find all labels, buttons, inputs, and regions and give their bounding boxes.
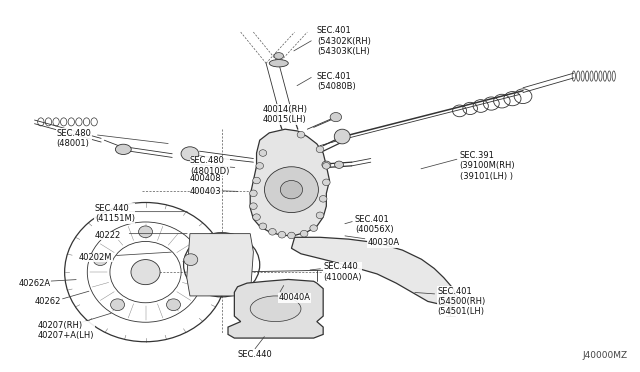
Ellipse shape <box>330 112 342 122</box>
Ellipse shape <box>111 299 125 311</box>
Ellipse shape <box>184 254 198 266</box>
Ellipse shape <box>115 144 131 154</box>
Ellipse shape <box>442 293 458 306</box>
Text: SEC.401
(54302K(RH)
(54303K(LH): SEC.401 (54302K(RH) (54303K(LH) <box>317 26 371 56</box>
Text: SEC.480
(48001): SEC.480 (48001) <box>57 129 92 148</box>
Text: 400408: 400408 <box>190 174 221 183</box>
Ellipse shape <box>297 131 305 138</box>
Text: SEC.440
(41000A): SEC.440 (41000A) <box>323 262 362 282</box>
Text: SEC.401
(40056X): SEC.401 (40056X) <box>355 215 394 234</box>
Text: 40262A: 40262A <box>19 279 51 288</box>
Ellipse shape <box>250 296 301 321</box>
Ellipse shape <box>166 299 180 311</box>
Text: 400403: 400403 <box>190 187 221 196</box>
Ellipse shape <box>319 196 327 202</box>
Ellipse shape <box>335 161 344 169</box>
Ellipse shape <box>323 163 330 169</box>
Text: SEC.401
(54500(RH)
(54501(LH): SEC.401 (54500(RH) (54501(LH) <box>437 286 486 316</box>
Ellipse shape <box>316 146 324 153</box>
Ellipse shape <box>322 161 331 169</box>
Text: 40222: 40222 <box>95 231 121 240</box>
Polygon shape <box>228 279 323 338</box>
Text: SEC.440: SEC.440 <box>237 350 272 359</box>
Text: J40000MZ: J40000MZ <box>582 351 628 360</box>
Ellipse shape <box>138 226 152 238</box>
Ellipse shape <box>323 179 330 186</box>
Text: SEC.401
(54080B): SEC.401 (54080B) <box>317 72 356 91</box>
Ellipse shape <box>253 214 260 221</box>
Ellipse shape <box>269 60 288 67</box>
Text: SEC.440
(41151M): SEC.440 (41151M) <box>95 204 135 223</box>
Ellipse shape <box>287 232 295 239</box>
Ellipse shape <box>256 163 264 169</box>
Text: 40202M: 40202M <box>79 253 113 262</box>
Ellipse shape <box>269 228 276 235</box>
Text: 40030A: 40030A <box>367 238 400 247</box>
Ellipse shape <box>310 225 317 231</box>
Ellipse shape <box>181 147 199 161</box>
Ellipse shape <box>259 223 267 230</box>
Ellipse shape <box>250 190 257 197</box>
Text: 40014(RH)
40015(LH): 40014(RH) 40015(LH) <box>263 105 308 124</box>
Ellipse shape <box>253 177 260 184</box>
Text: 40207(RH)
40207+A(LH): 40207(RH) 40207+A(LH) <box>38 321 94 340</box>
Text: SEC.480
(48010D): SEC.480 (48010D) <box>190 156 229 176</box>
Text: 40040A: 40040A <box>279 293 311 302</box>
Text: 40262: 40262 <box>35 297 61 306</box>
Ellipse shape <box>278 231 285 238</box>
Ellipse shape <box>316 212 324 219</box>
Polygon shape <box>291 237 456 305</box>
Ellipse shape <box>131 260 160 285</box>
Ellipse shape <box>334 129 350 144</box>
Ellipse shape <box>93 254 108 266</box>
Ellipse shape <box>259 150 267 156</box>
Ellipse shape <box>274 52 284 59</box>
Ellipse shape <box>300 230 308 237</box>
Ellipse shape <box>280 180 303 199</box>
Text: SEC.391
(39100M(RH)
(39101(LH) ): SEC.391 (39100M(RH) (39101(LH) ) <box>460 151 515 181</box>
Ellipse shape <box>250 203 257 209</box>
Polygon shape <box>187 234 253 296</box>
Ellipse shape <box>264 167 319 212</box>
Polygon shape <box>250 129 330 235</box>
